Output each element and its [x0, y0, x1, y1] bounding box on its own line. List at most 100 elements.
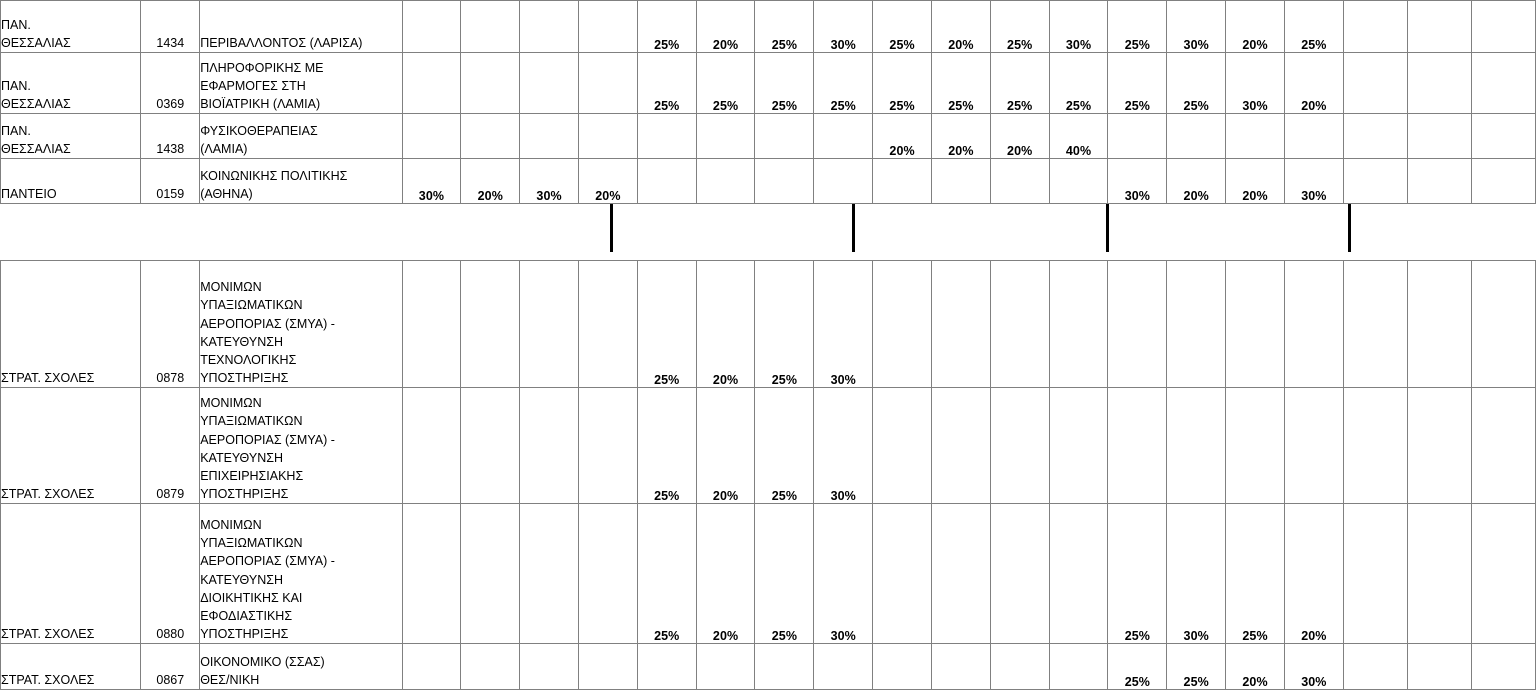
cell-percent: 20% — [460, 158, 521, 204]
cell-percent: 25% — [636, 503, 697, 644]
cell-percent-empty — [401, 387, 462, 504]
cell-percent: 40% — [1048, 113, 1109, 159]
cell-trailing-empty — [1342, 387, 1408, 504]
cell-percent: 25% — [754, 52, 815, 114]
cell-trailing-empty — [1470, 113, 1536, 159]
cell-percent-empty — [401, 503, 462, 644]
cell-institution: ΠΑΝ. ΘΕΣΣΑΛΙΑΣ — [0, 52, 142, 114]
cell-percent: 25% — [1166, 643, 1227, 690]
department-line: ΚΑΤΕΥΘΥΝΣΗ — [200, 334, 283, 349]
department-line: ΑΕΡΟΠΟΡΙΑΣ (ΣΜΥΑ) - — [200, 554, 335, 569]
cell-percent: 25% — [872, 0, 932, 53]
cell-percent: 25% — [1107, 52, 1168, 114]
cell-trailing-empty — [1342, 113, 1408, 159]
cell-code: 0878 — [140, 260, 201, 388]
cell-percent: 20% — [1225, 643, 1285, 690]
cell-department: ΜΟΝΙΜΩΝ ΥΠΑΞΙΩΜΑΤΙΚΩΝ ΑΕΡΟΠΟΡΙΑΣ (ΣΜΥΑ) - Κ… — [199, 260, 403, 388]
cell-percent: 30% — [401, 158, 462, 204]
cell-percent-empty — [989, 503, 1050, 644]
cell-code: 1438 — [140, 113, 201, 159]
cell-department: ΠΕΡΙΒΑΛΛΟΝΤΟΣ (ΛΑΡΙΣΑ) — [199, 0, 403, 53]
cell-percent: 20% — [695, 503, 756, 644]
cell-trailing-empty — [1342, 158, 1408, 204]
cell-percent-empty — [813, 113, 874, 159]
cell-percent-empty — [519, 503, 579, 644]
department-line: ΥΠΑΞΙΩΜΑΤΙΚΩΝ — [200, 298, 303, 313]
cell-percent-empty — [930, 643, 991, 690]
table-row: ΠΑΝΤΕΙΟ 0159 ΚΟΙΝΩΝΙΚΗΣ ΠΟΛΙΤΙΚΗΣ (ΑΘΗΝΑ) 30… — [0, 158, 1536, 204]
cell-percent-empty — [1048, 260, 1109, 388]
cell-percent-empty — [989, 387, 1050, 504]
cell-percent-empty — [695, 113, 756, 159]
department-line: ΘΕΣ/ΝΙΚΗ — [200, 672, 260, 687]
cell-percent-empty — [401, 260, 462, 388]
department-line: ΥΠΟΣΤΗΡΙΞΗΣ — [200, 486, 289, 501]
cell-code: 0159 — [140, 158, 201, 204]
institution-line: ΣΤΡΑΤ. ΣΧΟΛΕΣ — [1, 486, 95, 501]
cell-percent: 20% — [1225, 0, 1285, 53]
cell-percent-empty — [695, 643, 756, 690]
department-line: ΜΟΝΙΜΩΝ — [200, 518, 262, 533]
cell-percent-empty — [460, 52, 521, 114]
cell-trailing-empty — [1406, 113, 1472, 159]
cell-percent: 25% — [636, 260, 697, 388]
cell-trailing-empty — [1406, 0, 1472, 53]
cell-percent: 25% — [754, 0, 815, 53]
table-block-1: ΠΑΝ. ΘΕΣΣΑΛΙΑΣ 1434 ΠΕΡΙΒΑΛΛΟΝΤΟΣ (ΛΑΡΙΣΑ) 2… — [0, 0, 1536, 204]
cell-department: ΚΟΙΝΩΝΙΚΗΣ ΠΟΛΙΤΙΚΗΣ (ΑΘΗΝΑ) — [199, 158, 403, 204]
cell-percent: 25% — [754, 503, 815, 644]
institution-line: ΠΑΝ. — [1, 78, 31, 93]
cell-percent: 30% — [1283, 158, 1344, 204]
institution-line: ΠΑΝΤΕΙΟ — [1, 186, 57, 201]
cell-percent-empty — [401, 643, 462, 690]
cell-percent-empty — [989, 158, 1050, 204]
department-line: ΠΛΗΡΟΦΟΡΙΚΗΣ ΜΕ — [200, 60, 324, 75]
institution-line: ΣΤΡΑΤ. ΣΧΟΛΕΣ — [1, 370, 95, 385]
cell-percent: 25% — [1107, 503, 1168, 644]
group-separator-2 — [852, 204, 855, 252]
cell-percent: 25% — [1107, 643, 1168, 690]
cell-percent-empty — [754, 643, 815, 690]
cell-percent-empty — [813, 643, 874, 690]
cell-percent-empty — [519, 387, 579, 504]
cell-percent-empty — [1225, 260, 1285, 388]
institution-line: ΣΤΡΑΤ. ΣΧΟΛΕΣ — [1, 672, 95, 687]
cell-institution: ΣΤΡΑΤ. ΣΧΟΛΕΣ — [0, 387, 142, 504]
cell-percent: 20% — [989, 113, 1050, 159]
department-line: ΦΥΣΙΚΟΘΕΡΑΠΕΙΑΣ — [200, 123, 318, 138]
cell-trailing-empty — [1470, 387, 1536, 504]
cell-percent-empty — [872, 260, 932, 388]
department-line: ΕΠΙΧΕΙΡΗΣΙΑΚΗΣ — [200, 468, 304, 483]
table-row: ΠΑΝ. ΘΕΣΣΑΛΙΑΣ 1438 ΦΥΣΙΚΟΘΕΡΑΠΕΙΑΣ (ΛΑΜΙΑ) 2… — [0, 113, 1536, 159]
cell-percent-empty — [460, 387, 521, 504]
cell-percent: 25% — [695, 52, 756, 114]
cell-percent-empty — [578, 52, 638, 114]
cell-percent: 25% — [930, 52, 991, 114]
cell-department: ΜΟΝΙΜΩΝ ΥΠΑΞΙΩΜΑΤΙΚΩΝ ΑΕΡΟΠΟΡΙΑΣ (ΣΜΥΑ) - Κ… — [199, 503, 403, 644]
cell-percent-empty — [695, 158, 756, 204]
cell-percent-empty — [930, 387, 991, 504]
cell-trailing-empty — [1470, 260, 1536, 388]
cell-percent-empty — [1107, 260, 1168, 388]
cell-percent-empty — [460, 113, 521, 159]
cell-trailing-empty — [1406, 643, 1472, 690]
cell-percent: 25% — [636, 52, 697, 114]
cell-percent-empty — [1166, 113, 1227, 159]
cell-percent-empty — [578, 387, 638, 504]
cell-percent-empty — [460, 0, 521, 53]
group-separator-4 — [1348, 204, 1351, 252]
cell-code: 1434 — [140, 0, 201, 53]
cell-trailing-empty — [1342, 643, 1408, 690]
cell-percent-empty — [460, 643, 521, 690]
department-line: ΥΠΑΞΙΩΜΑΤΙΚΩΝ — [200, 414, 303, 429]
cell-trailing-empty — [1406, 503, 1472, 644]
cell-percent: 20% — [1283, 52, 1344, 114]
cell-percent-empty — [1107, 113, 1168, 159]
cell-department: ΦΥΣΙΚΟΘΕΡΑΠΕΙΑΣ (ΛΑΜΙΑ) — [199, 113, 403, 159]
cell-institution: ΣΤΡΑΤ. ΣΧΟΛΕΣ — [0, 643, 142, 690]
cell-percent: 25% — [754, 387, 815, 504]
cell-code: 0880 — [140, 503, 201, 644]
cell-institution: ΠΑΝ. ΘΕΣΣΑΛΙΑΣ — [0, 113, 142, 159]
cell-trailing-empty — [1342, 260, 1408, 388]
department-line: ΕΦΑΡΜΟΓΕΣ ΣΤΗ — [200, 78, 306, 93]
